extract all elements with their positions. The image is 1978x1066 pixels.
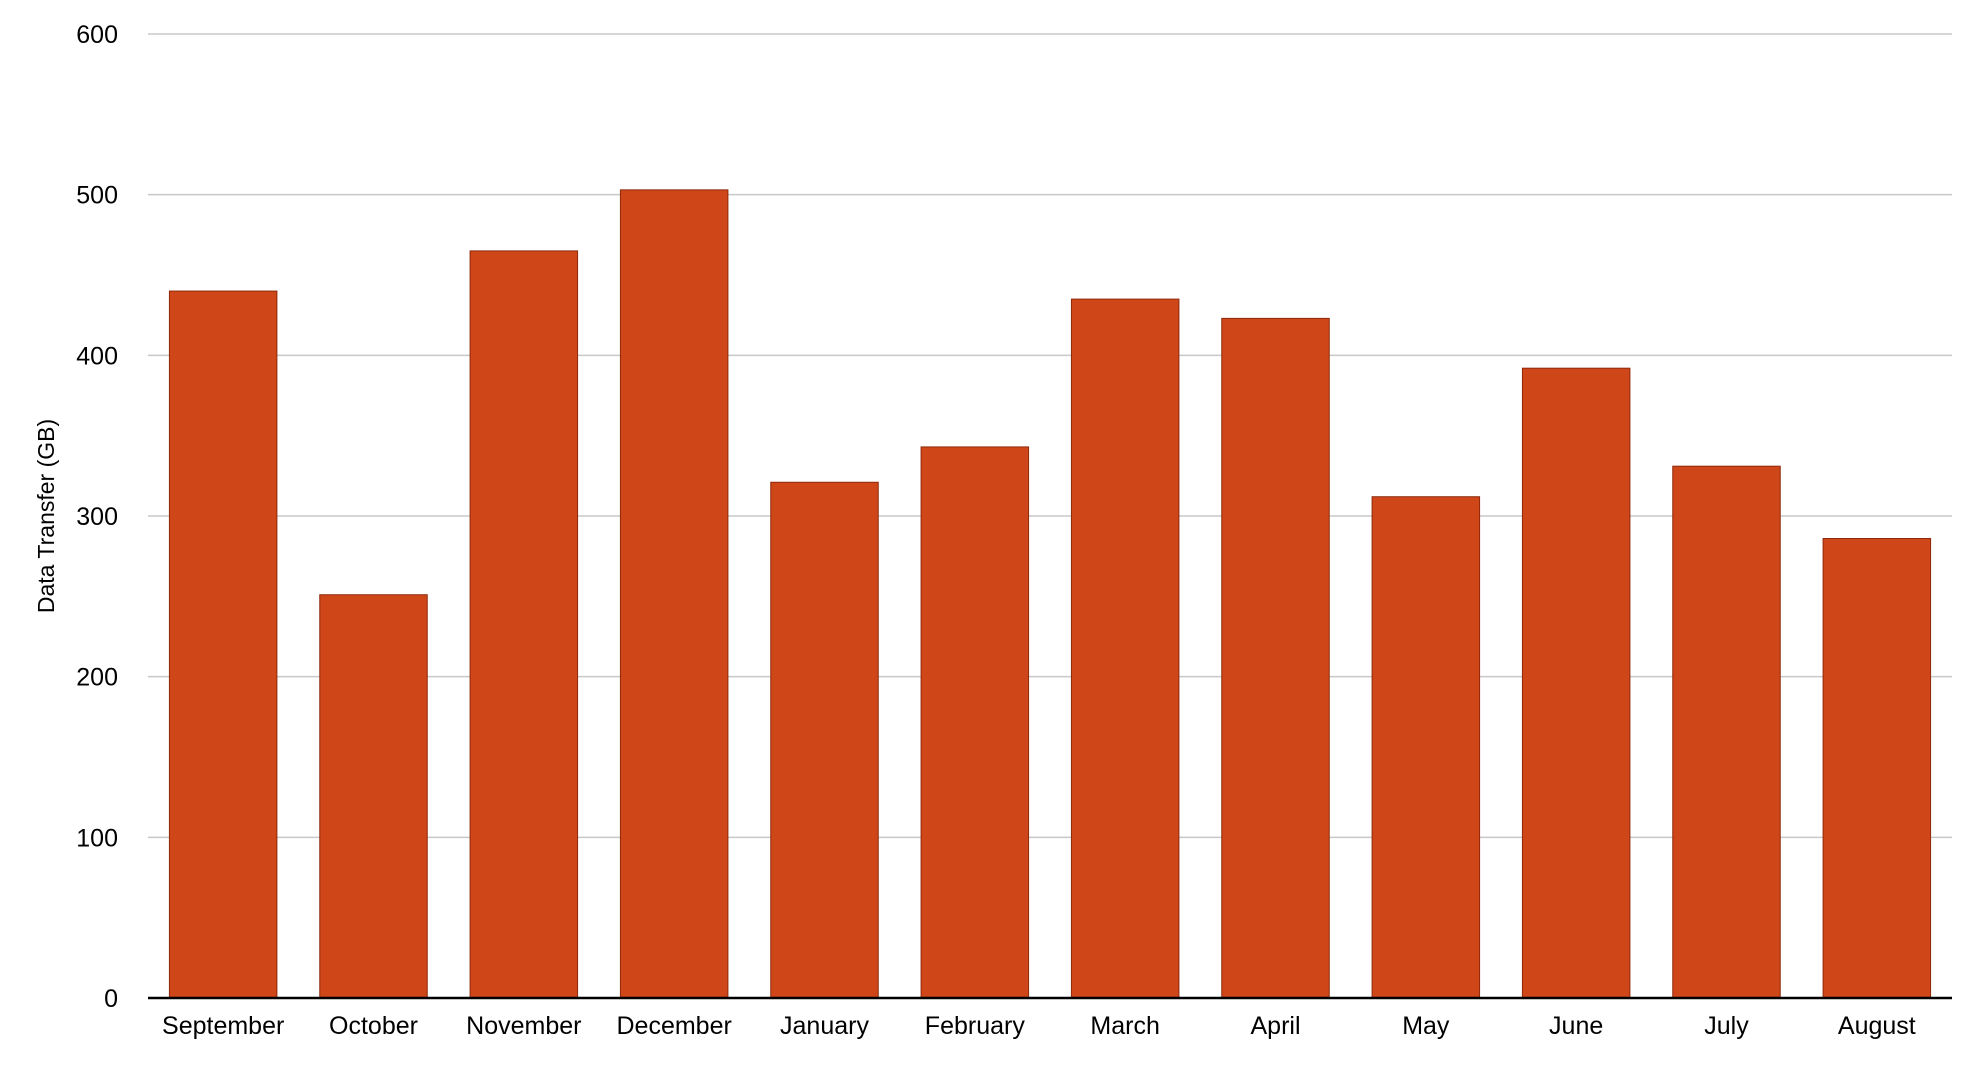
x-tick-label-may: May	[1402, 1012, 1450, 1040]
x-tick-label-january: January	[780, 1012, 869, 1040]
y-tick-label: 100	[76, 824, 118, 852]
x-tick-label-august: August	[1838, 1012, 1916, 1040]
bar-september	[168, 290, 278, 999]
bar-january	[770, 481, 879, 999]
x-tick-label-september: September	[162, 1012, 284, 1040]
bar-july	[1672, 465, 1781, 999]
y-tick-label: 600	[76, 21, 118, 49]
bar-march	[1070, 298, 1180, 999]
x-tick-label-november: November	[466, 1012, 581, 1040]
x-tick-label-april: April	[1250, 1012, 1300, 1040]
bar-november	[469, 250, 579, 999]
bar-october	[319, 594, 428, 999]
bars	[168, 189, 1932, 999]
y-tick-label: 500	[76, 182, 118, 210]
y-axis-title: Data Transfer (GB)	[33, 419, 59, 613]
x-tick-label-october: October	[329, 1012, 418, 1040]
x-tick-label-february: February	[925, 1012, 1026, 1040]
x-tick-label-june: June	[1549, 1012, 1603, 1040]
bar-june	[1521, 367, 1631, 999]
y-axis-tick-labels: 0 100 200 300 400 500 600	[76, 21, 118, 1013]
y-tick-label: 400	[76, 342, 118, 370]
x-tick-label-march: March	[1090, 1012, 1159, 1040]
gridlines	[148, 33, 1952, 839]
bar-december	[619, 189, 729, 999]
y-tick-label: 0	[104, 985, 118, 1013]
bar-may	[1371, 496, 1481, 999]
bar-april	[1221, 317, 1330, 999]
bar-august	[1822, 537, 1932, 999]
x-axis-tick-labels: September October November December January F…	[162, 1012, 1916, 1040]
y-tick-label: 200	[76, 664, 118, 692]
bar-february	[920, 446, 1030, 999]
y-tick-label: 300	[76, 503, 118, 531]
x-tick-label-july: July	[1704, 1012, 1749, 1040]
x-tick-label-december: December	[617, 1012, 732, 1040]
